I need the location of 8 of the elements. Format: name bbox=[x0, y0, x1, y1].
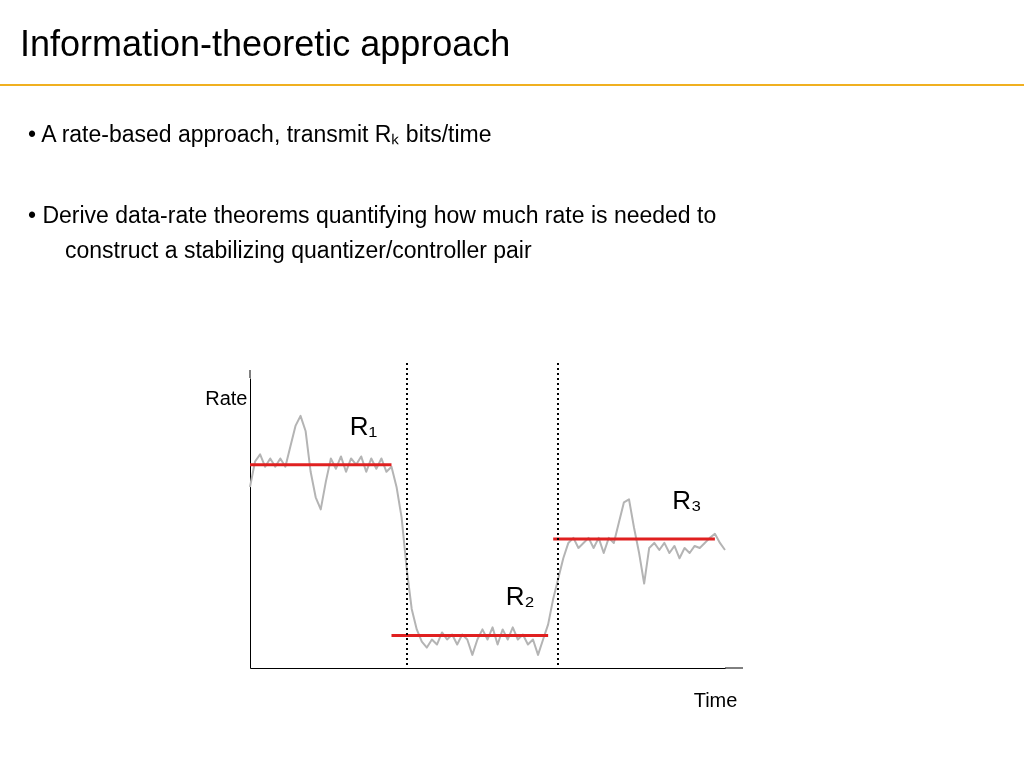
y-axis-title: Rate bbox=[205, 386, 248, 409]
series-label: R₃ bbox=[672, 484, 702, 515]
chart-title: Information-theoretic approach bbox=[20, 23, 511, 64]
text: • A rate-based approach, transmit Rₖ bits/time bbox=[28, 121, 492, 147]
series-label: R₂ bbox=[505, 581, 535, 612]
x-axis-title: Time bbox=[693, 688, 738, 711]
text: • Derive data-rate theorems quantifying how much rate is needed to construct a stabilizing quantizer/controller pair bbox=[28, 202, 717, 263]
series-label: R₁ bbox=[349, 410, 378, 441]
